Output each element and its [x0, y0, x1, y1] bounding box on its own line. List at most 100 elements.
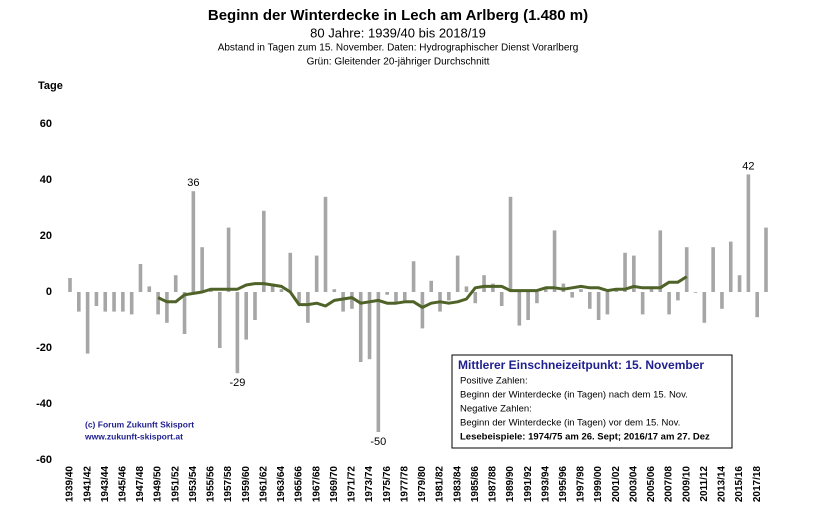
box-title: Mittlerer Einschneizeitpunkt: 15. Novemb…: [458, 358, 704, 372]
x-tick-label: 1943/44: [100, 466, 111, 503]
bar: [570, 292, 574, 298]
x-tick-label: 1979/80: [417, 466, 428, 503]
bar: [376, 292, 381, 432]
bar: [68, 278, 72, 292]
subtitle: 80 Jahre: 1939/40 bis 2018/19: [310, 25, 486, 40]
bar: [623, 252, 627, 292]
x-tick-label: 1987/88: [488, 466, 499, 503]
bar: [402, 292, 407, 301]
bar: [728, 241, 733, 292]
bar: [429, 280, 434, 292]
x-tick-label: 2011/12: [699, 466, 710, 502]
bar: [129, 292, 134, 315]
bar: [394, 292, 398, 304]
bar: [464, 286, 469, 292]
credit: www.zukunft-skisport.at: [84, 431, 183, 441]
bar: [358, 292, 363, 362]
bar: [764, 227, 768, 292]
x-tick-label: 1947/48: [135, 466, 146, 503]
bar: [640, 292, 645, 315]
x-tick-label: 1961/62: [258, 466, 269, 503]
data-label: 42: [742, 160, 754, 172]
x-tick-label: 1981/82: [435, 466, 446, 503]
y-tick-label: 40: [40, 174, 52, 186]
x-tick-label: 1951/52: [170, 466, 181, 503]
bar: [156, 292, 160, 315]
bar: [676, 292, 680, 301]
bar: [112, 292, 116, 312]
moving-average-line: [157, 275, 688, 309]
bar: [332, 289, 337, 292]
info-box: [451, 354, 733, 449]
bar: [543, 289, 548, 292]
x-tick-label: 1963/64: [276, 466, 287, 503]
x-tick-label: 1967/68: [311, 466, 322, 503]
note: Grün: Gleitender 20-jähriger Durchschnit…: [307, 57, 490, 68]
bar: [596, 292, 601, 320]
bar: [279, 289, 284, 292]
bar: [499, 292, 504, 306]
x-tick-label: 1973/74: [364, 466, 375, 503]
bar: [605, 292, 610, 315]
bar: [587, 292, 592, 309]
bar: [191, 191, 196, 292]
box-line: Lesebeispiele: 1974/75 am 26. Sept; 2016…: [460, 432, 710, 443]
bar: [270, 283, 275, 292]
x-tick-label: 2015/16: [734, 466, 745, 503]
bar: [517, 292, 522, 326]
bar: [323, 196, 328, 292]
bar: [535, 292, 539, 304]
bar: [253, 292, 257, 320]
bar: [411, 261, 416, 292]
y-tick-label: -40: [36, 398, 52, 410]
x-tick-label: 1939/40: [65, 466, 76, 503]
x-tick-label: 1955/56: [206, 466, 217, 503]
bar: [385, 292, 389, 295]
bar: [226, 227, 231, 292]
bar: [755, 292, 759, 318]
x-tick-label: 1999/00: [593, 466, 604, 503]
credit: (c) Forum Zukunft Skisport: [85, 419, 194, 429]
bar: [94, 292, 99, 306]
bar: [173, 275, 178, 292]
bar: [147, 286, 152, 292]
y-tick-label: 20: [40, 230, 52, 242]
x-tick-label: 1941/42: [82, 466, 93, 503]
x-tick-label: 1953/54: [188, 466, 199, 503]
bar: [455, 255, 460, 292]
x-tick-label: 2017/18: [752, 466, 763, 503]
box-line: Positive Zahlen:: [460, 376, 528, 387]
x-tick-label: 2005/06: [646, 466, 657, 503]
box-line: Beginn der Winterdecke (in Tagen) nach d…: [460, 390, 688, 401]
y-tick-label: -60: [36, 454, 52, 466]
bar: [684, 247, 689, 292]
box-line: Beginn der Winterdecke (in Tagen) vor de…: [460, 418, 680, 429]
x-tick-label: 2003/04: [628, 466, 639, 503]
bar: [667, 292, 671, 315]
x-tick-label: 2009/10: [681, 466, 692, 503]
bar: [720, 292, 724, 309]
x-tick-label: 1985/86: [470, 466, 481, 503]
bar: [367, 292, 372, 360]
bar: [702, 292, 707, 323]
y-tick-label: 60: [40, 118, 52, 130]
data-label: 36: [187, 177, 199, 189]
bar: [77, 292, 81, 312]
bar: [121, 292, 125, 312]
x-tick-label: 1959/60: [241, 466, 252, 503]
bar: [632, 255, 636, 292]
y-tick-label: -20: [36, 342, 52, 354]
bar: [482, 275, 486, 292]
bar: [508, 196, 513, 292]
bar: [85, 292, 90, 354]
bar: [579, 289, 583, 292]
bar: [737, 275, 742, 292]
bar: [658, 230, 663, 292]
data-label: -50: [370, 436, 386, 448]
bar: [341, 292, 345, 312]
bar: [693, 292, 698, 293]
x-tick-label: 2007/08: [664, 466, 675, 503]
x-tick-label: 1993/94: [540, 466, 551, 503]
x-tick-label: 1997/98: [576, 466, 587, 503]
